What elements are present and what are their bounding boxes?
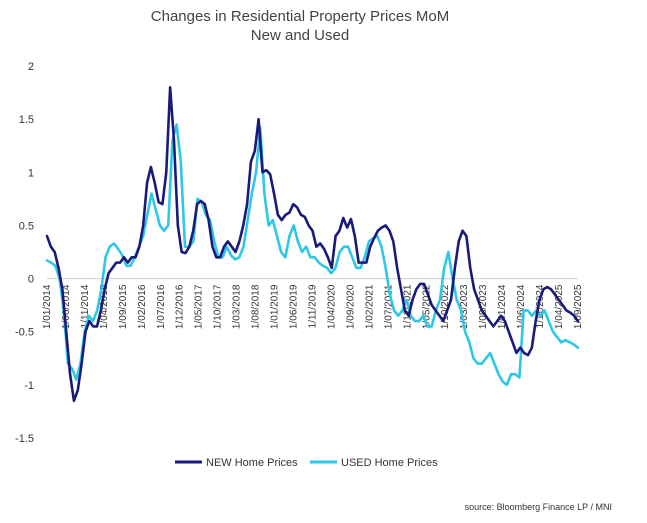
legend-label-new: NEW Home Prices (206, 457, 298, 469)
x-tick-label: 1/09/2020 (345, 284, 356, 329)
x-tick-label: 1/07/2016 (156, 284, 167, 329)
y-tick-label: -0.5 (15, 327, 34, 339)
x-tick-label: 1/10/2022 (440, 284, 451, 329)
x-tick-label: 1/10/2017 (213, 284, 224, 329)
x-tick-label: 1/06/2019 (289, 284, 300, 329)
x-tick-label: 1/11/2024 (535, 284, 546, 328)
x-axis-ticks: 1/01/2014 1/06/2014 1/11/2014 1/04/2015 1/09… (42, 284, 584, 329)
x-tick-label: 1/08/2023 (478, 284, 489, 329)
x-tick-label: 1/03/2023 (459, 284, 470, 329)
series-line-new (45, 85, 580, 403)
x-tick-label: 1/09/2015 (118, 284, 129, 329)
x-tick-label: 1/01/2014 (42, 284, 53, 329)
x-tick-label: 1/08/2018 (251, 284, 262, 329)
legend-label-used: USED Home Prices (341, 457, 438, 469)
x-tick-label: 1/04/2020 (326, 284, 337, 329)
legend: NEW Home Prices USED Home Prices (175, 457, 438, 469)
x-tick-label: 1/06/2024 (516, 284, 527, 329)
chart-subtitle: New and Used (251, 27, 349, 44)
y-tick-label: 1 (28, 167, 34, 179)
chart-title: Changes in Residential Property Prices M… (151, 8, 449, 25)
y-tick-label: -1 (24, 380, 34, 392)
x-tick-label: 1/12/2016 (175, 284, 186, 329)
x-tick-label: 1/04/2015 (99, 284, 110, 329)
y-tick-label: -1.5 (15, 433, 34, 445)
y-tick-label: 0.5 (19, 220, 34, 232)
x-tick-label: 1/03/2018 (232, 284, 243, 329)
x-tick-label: 1/09/2025 (573, 284, 584, 329)
x-tick-label: 1/07/2021 (383, 284, 394, 329)
y-tick-label: 1.5 (19, 114, 34, 126)
x-tick-label: 1/06/2014 (61, 284, 72, 329)
source-note: source: Bloomberg Finance LP / MNI (465, 502, 612, 512)
x-tick-label: 1/01/2024 (497, 284, 508, 329)
x-tick-label: 1/05/2022 (421, 284, 432, 329)
y-axis-ticks: 2 1.5 1 0.5 0 -0.5 -1 -1.5 (15, 61, 34, 445)
x-tick-label: 1/01/2019 (270, 284, 281, 329)
x-tick-label: 1/11/2014 (80, 284, 91, 328)
y-tick-label: 0 (28, 274, 34, 286)
series-line-used (45, 123, 580, 387)
x-tick-label: 1/04/2025 (554, 284, 565, 329)
x-tick-label: 1/05/2017 (194, 284, 205, 329)
y-tick-label: 2 (28, 61, 34, 73)
x-tick-label: 1/02/2021 (364, 284, 375, 329)
x-tick-label: 1/11/2019 (308, 284, 319, 328)
x-tick-label: 1/02/2016 (137, 284, 148, 329)
series-lines (45, 85, 580, 403)
